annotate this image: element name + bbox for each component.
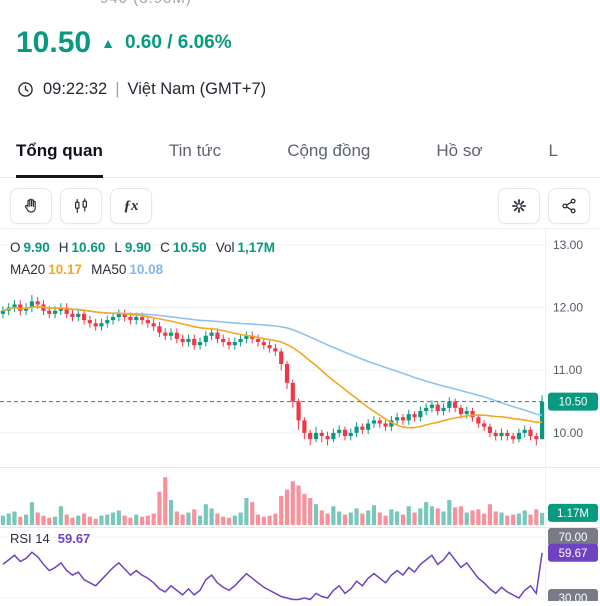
ma20-value: 10.17 <box>48 261 83 277</box>
price-row: 10.50 ▲ 0.60 / 6.06% <box>16 28 232 58</box>
share-icon <box>560 197 578 215</box>
gear-icon <box>510 197 528 215</box>
toolbar-right-group <box>498 188 590 224</box>
tab-bar: Tổng quan Tin tức Cộng đồng Hồ sơ L <box>0 126 600 178</box>
svg-text:1.17M: 1.17M <box>557 508 589 520</box>
svg-text:10.00: 10.00 <box>553 426 583 440</box>
price-change: 0.60 / 6.06% <box>124 32 232 53</box>
open-label: O <box>10 240 21 255</box>
open-value: 9.90 <box>23 240 50 255</box>
indicators-button[interactable]: ƒx <box>110 188 152 224</box>
time-row: 09:22:32 | Việt Nam (GMT+7) <box>16 80 266 99</box>
chart-settings-button[interactable] <box>498 188 540 224</box>
rsi-legend: RSI 14 59.67 <box>10 531 90 546</box>
share-button[interactable] <box>548 188 590 224</box>
clipped-top-text: 940 (3.90M) <box>100 0 192 7</box>
low-value: 9.90 <box>124 240 152 255</box>
market-time: 09:22:32 <box>43 80 108 98</box>
svg-text:70.00: 70.00 <box>559 532 588 544</box>
time-separator: | <box>115 80 120 98</box>
ma50-label: MA50 <box>91 261 127 277</box>
clock-icon <box>16 80 35 99</box>
candlestick-icon <box>72 197 90 215</box>
toolbar-left-group: ƒx <box>10 188 152 224</box>
svg-text:11.00: 11.00 <box>553 363 582 377</box>
chart-area: O 9.90 H 10.60 L 9.90 C 10.50 Vol 1,17M MA20 10.17… <box>0 228 600 606</box>
svg-text:13.00: 13.00 <box>553 238 583 252</box>
close-label: C <box>160 240 170 255</box>
svg-text:12.00: 12.00 <box>553 301 583 315</box>
tab-tin-tuc[interactable]: Tin tức <box>168 140 222 160</box>
svg-text:10.50: 10.50 <box>559 397 588 409</box>
svg-text:59.67: 59.67 <box>559 548 588 560</box>
volume-value: 1,17M <box>237 240 275 255</box>
rsi-label: RSI 14 <box>10 531 50 546</box>
pan-tool-button[interactable] <box>10 188 52 224</box>
tab-truncated[interactable]: L <box>548 140 558 160</box>
ma20-label: MA20 <box>10 261 46 277</box>
close-value: 10.50 <box>172 240 207 255</box>
hand-icon <box>22 197 40 215</box>
market-timezone: Việt Nam (GMT+7) <box>127 80 267 98</box>
tab-tong-quan[interactable]: Tổng quan <box>16 126 103 178</box>
ma-legend-row: MA20 10.17 MA50 10.08 <box>10 259 275 281</box>
ohlc-legend-row: O 9.90 H 10.60 L 9.90 C 10.50 Vol 1,17M <box>10 237 275 259</box>
tab-ho-so[interactable]: Hồ sơ <box>436 140 483 160</box>
price-chart-canvas[interactable]: 13.0012.0011.0010.0070.0030.001.17M10.50… <box>0 229 600 606</box>
ma50-value: 10.08 <box>129 261 164 277</box>
last-price: 10.50 <box>16 26 92 59</box>
chart-type-button[interactable] <box>60 188 102 224</box>
high-label: H <box>58 240 69 255</box>
high-value: 10.60 <box>71 240 106 255</box>
tab-cong-dong[interactable]: Cộng đồng <box>287 140 371 160</box>
volume-label: Vol <box>215 240 235 255</box>
rsi-value: 59.67 <box>57 531 91 546</box>
ohlc-legend: O 9.90 H 10.60 L 9.90 C 10.50 Vol 1,17M MA20 10.17… <box>10 237 275 280</box>
fx-icon: ƒx <box>123 197 139 214</box>
low-label: L <box>114 240 122 255</box>
header: 940 (3.90M) 10.50 ▲ 0.60 / 6.06% 09:22:3… <box>0 0 600 228</box>
up-arrow-icon: ▲ <box>101 35 115 51</box>
chart-toolbar: ƒx <box>0 188 600 224</box>
